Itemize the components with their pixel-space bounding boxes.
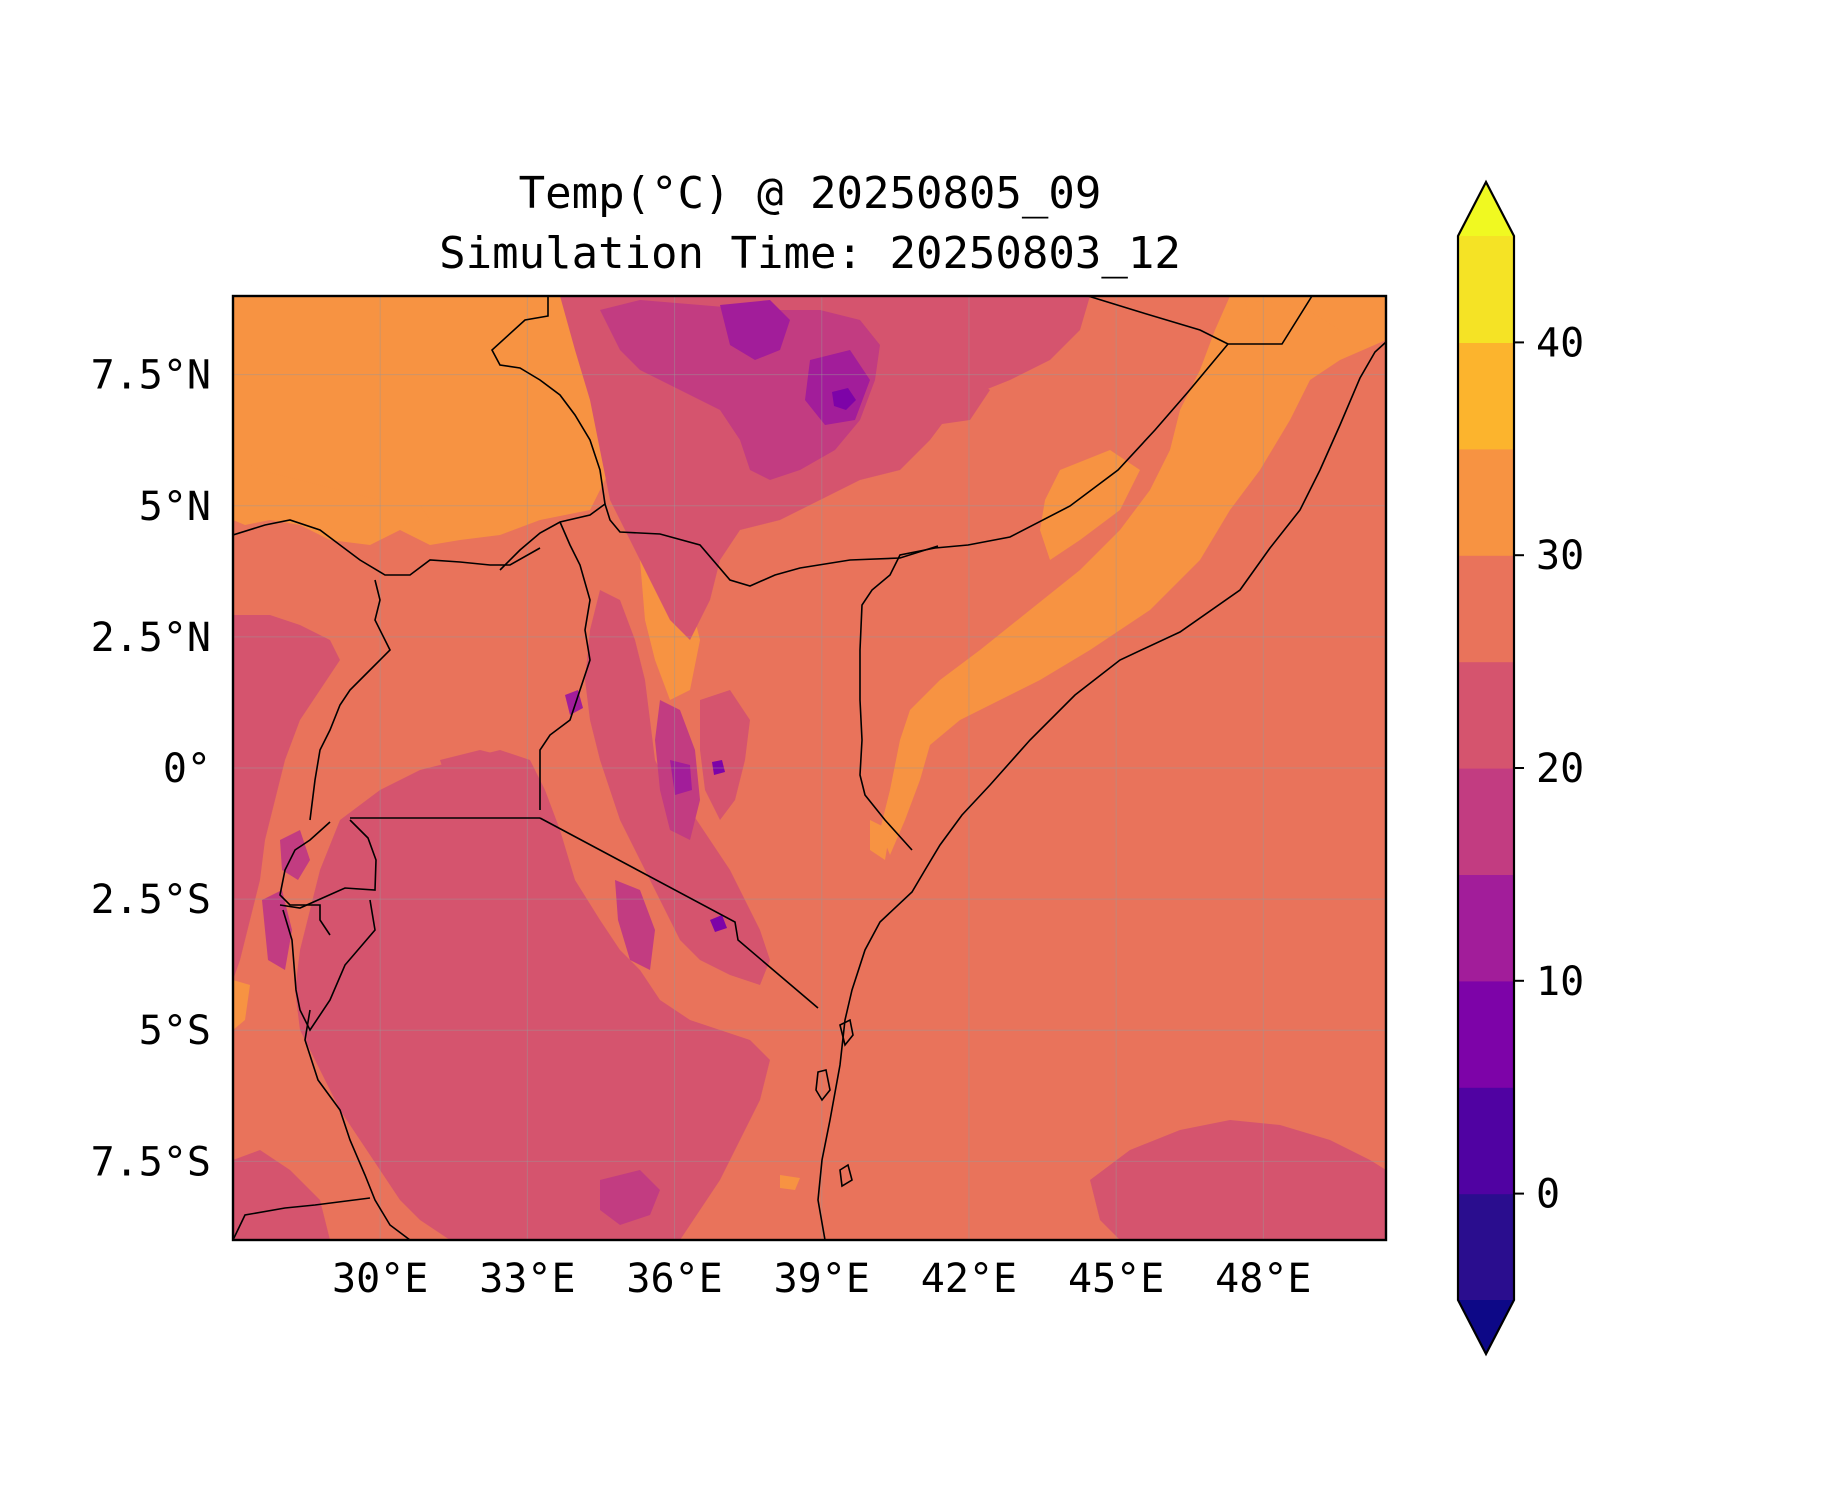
border-burundi-tanzania [282,899,376,1032]
x-axis-ticks: 30°E 33°E 36°E 39°E 42°E 45°E 48°E [332,1256,1311,1302]
colorbar-ticks: 0 10 20 30 40 [1514,320,1584,1218]
colorbar-band [1458,1087,1514,1195]
colorbar-tick-label: 30 [1536,533,1584,579]
border-sudan-southsudan [491,296,606,505]
x-tick-label: 45°E [1068,1256,1164,1302]
border-uganda-drc [309,579,391,821]
colorbar-band [1458,555,1514,663]
colorbar-band [1458,448,1514,556]
coastlines-borders [233,296,1386,1240]
y-tick-label: 7.5°N [91,353,211,399]
border-ethiopia-sudan [1087,296,1229,345]
colorbar-extend-under [1458,1300,1514,1354]
x-tick-label: 42°E [921,1256,1017,1302]
y-tick-label: 7.5°S [91,1139,211,1185]
pemba [815,1069,831,1102]
border-somalia-ethiopia [859,296,1313,851]
border-rwanda [279,821,331,936]
field-5-10 [710,388,856,932]
colorbar-tick-label: 10 [1536,959,1584,1005]
mafia [839,1163,853,1188]
colorbar-band [1458,980,1514,1088]
map-title-line1: Temp(°C) @ 20250805_09 [519,168,1102,219]
y-tick-label: 5°S [139,1008,211,1054]
map-title-line2: Simulation Time: 20250803_12 [439,228,1181,279]
colorbar-band [1458,236,1514,343]
y-tick-label: 0° [163,746,211,792]
y-tick-label: 2.5°N [91,615,211,661]
y-tick-label: 2.5°S [91,877,211,923]
field-30-35 [233,296,1386,1190]
x-tick-label: 39°E [774,1256,870,1302]
x-tick-label: 30°E [332,1256,428,1302]
border-burundi-rwanda [279,819,377,909]
colorbar [1456,179,1516,1357]
map-area [233,296,1386,1240]
colorbar-band [1458,342,1514,450]
colorbar-tick-label: 20 [1536,746,1584,792]
x-tick-label: 33°E [479,1256,575,1302]
border-southsudan-uganda [233,519,541,576]
colorbar-tick-label: 40 [1536,320,1584,366]
zanzibar [839,1018,854,1047]
colorbar-band [1458,768,1514,875]
y-axis-ticks: 7.5°N 5°N 2.5°N 0° 2.5°S 5°S 7.5°S [91,353,211,1186]
colorbar-extend-over [1458,182,1514,236]
x-tick-label: 36°E [626,1256,722,1302]
border-kenya-tanzania [539,817,819,1009]
border-lake-tanganyika [304,1009,411,1240]
border-ethiopia-kenya [499,502,939,587]
colorbar-tick-label: 0 [1536,1172,1560,1218]
coastline [817,341,1386,1240]
field-15-20 [262,300,880,1225]
y-tick-label: 5°N [139,484,211,530]
x-tick-label: 48°E [1215,1256,1311,1302]
border-uganda-kenya [539,521,591,810]
colorbar-band [1458,874,1514,982]
map-frame [231,294,1388,1242]
colorbar-outline [1456,179,1516,1357]
colorbar-band [1458,1193,1514,1301]
gridlines [233,296,1386,1240]
field-10-15 [565,300,870,795]
border-zambia [233,1197,371,1240]
colorbar-band [1458,661,1514,769]
